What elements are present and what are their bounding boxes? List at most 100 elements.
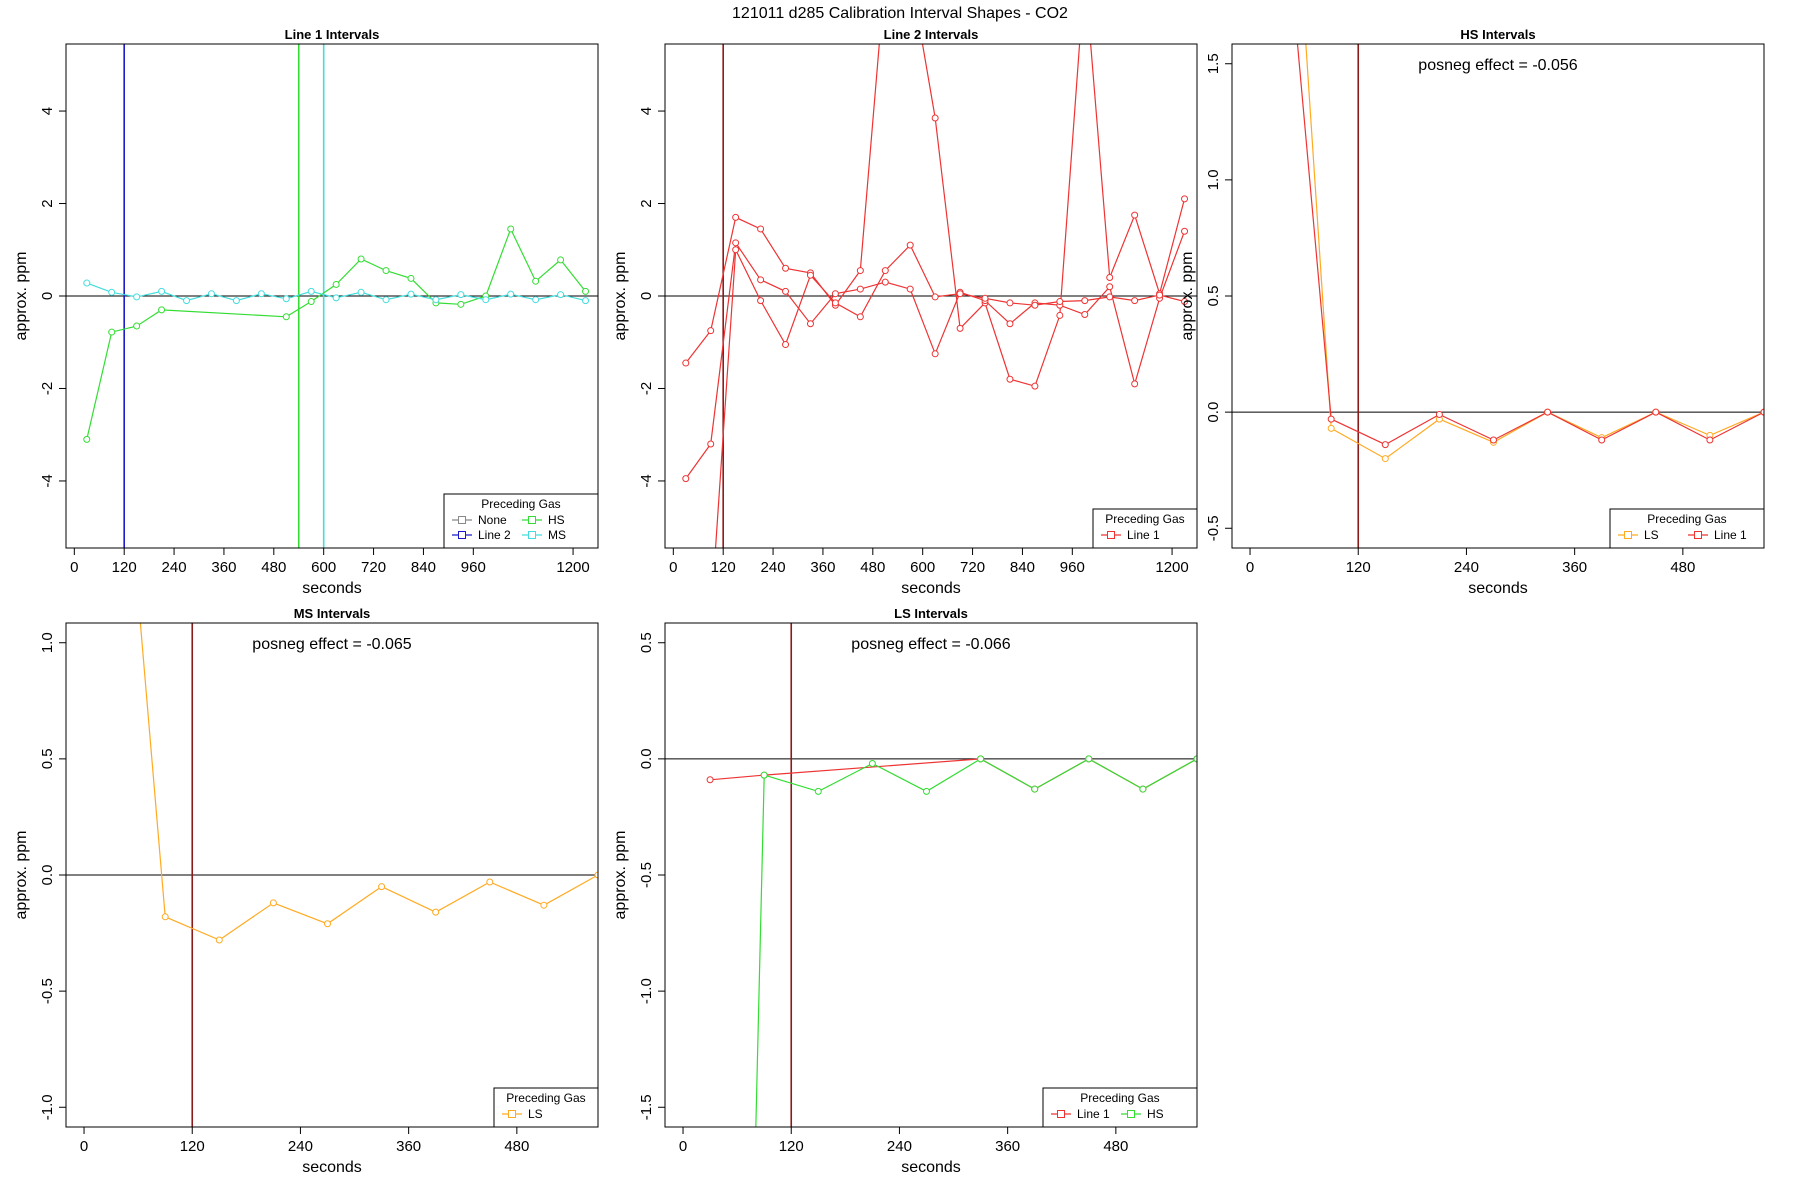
legend-entry-label: None bbox=[478, 513, 507, 527]
legend-swatch-marker bbox=[1127, 1110, 1135, 1118]
x-tick-label: 240 bbox=[162, 559, 187, 576]
data-point bbox=[108, 288, 116, 296]
legend-entry-label: Line 2 bbox=[478, 528, 511, 542]
data-point bbox=[682, 359, 690, 367]
x-tick-label: 960 bbox=[1060, 559, 1085, 576]
x-tick-label: 480 bbox=[261, 559, 286, 576]
y-tick-label: -0.5 bbox=[1205, 515, 1222, 541]
data-point bbox=[1085, 755, 1093, 763]
legend-title: Preceding Gas bbox=[1105, 512, 1184, 526]
data-point bbox=[582, 297, 590, 305]
data-point bbox=[707, 440, 715, 448]
data-point bbox=[158, 306, 166, 314]
plot-frame bbox=[65, 43, 599, 549]
data-point bbox=[357, 288, 365, 296]
x-tick-label: 0 bbox=[679, 1138, 687, 1155]
y-axis-label: approx. ppm bbox=[1179, 252, 1196, 341]
data-point bbox=[133, 322, 141, 330]
x-tick-label: 120 bbox=[1346, 559, 1371, 576]
data-point bbox=[1706, 436, 1714, 444]
data-point bbox=[457, 300, 465, 308]
data-point bbox=[1131, 211, 1139, 219]
data-point bbox=[831, 290, 839, 298]
x-tick-label: 360 bbox=[396, 1138, 421, 1155]
y-tick-label: -2 bbox=[638, 382, 655, 395]
data-point bbox=[357, 255, 365, 263]
legend-swatch-marker bbox=[1057, 1110, 1065, 1118]
x-axis-label: seconds bbox=[1468, 580, 1528, 597]
x-tick-label: 0 bbox=[70, 559, 78, 576]
plot-area bbox=[665, 44, 1197, 623]
data-point bbox=[881, 278, 889, 286]
x-tick-label: 480 bbox=[1670, 559, 1695, 576]
legend-swatch-marker bbox=[1107, 531, 1115, 539]
data-point bbox=[1156, 291, 1164, 299]
data-point bbox=[706, 776, 714, 784]
x-tick-label: 0 bbox=[80, 1138, 88, 1155]
data-point bbox=[931, 114, 939, 122]
legend-box bbox=[1092, 508, 1198, 549]
legend-entry-label: Line 1 bbox=[1127, 528, 1160, 542]
x-tick-label: 120 bbox=[112, 559, 137, 576]
legend-swatch-marker bbox=[458, 531, 466, 539]
data-point bbox=[1081, 297, 1089, 305]
data-point bbox=[1139, 785, 1147, 793]
x-tick-label: 480 bbox=[504, 1138, 529, 1155]
y-axis-label: approx. ppm bbox=[612, 252, 629, 341]
y-tick-label: 2 bbox=[39, 199, 56, 207]
chart-title: MS Intervals bbox=[294, 606, 371, 621]
data-point bbox=[806, 271, 814, 279]
y-tick-label: -4 bbox=[39, 474, 56, 487]
data-point bbox=[707, 327, 715, 335]
x-tick-label: 1200 bbox=[556, 559, 589, 576]
data-point bbox=[307, 287, 315, 295]
data-point bbox=[757, 276, 765, 284]
data-point bbox=[906, 241, 914, 249]
legend-box bbox=[1609, 508, 1765, 549]
x-tick-label: 840 bbox=[411, 559, 436, 576]
y-tick-label: 1.0 bbox=[1205, 169, 1222, 190]
series-line bbox=[86, 227, 586, 440]
plot-area bbox=[665, 623, 1197, 1127]
y-tick-label: 0.0 bbox=[39, 865, 56, 886]
x-tick-label: 240 bbox=[288, 1138, 313, 1155]
posneg-annotation: posneg effect = -0.065 bbox=[252, 636, 411, 653]
data-point bbox=[482, 296, 490, 304]
chart-panel-5: LS Intervals 0 120 240 360 480 -1.5 -1.0 -0.5 0.0… bbox=[612, 606, 1198, 1176]
data-point bbox=[1106, 274, 1114, 282]
legend-title: Preceding Gas bbox=[506, 1091, 585, 1105]
series-line bbox=[714, 244, 1185, 548]
plot-frame bbox=[664, 43, 1198, 549]
data-point bbox=[486, 878, 494, 886]
data-point bbox=[1544, 408, 1552, 416]
legend-swatch-marker bbox=[1694, 531, 1702, 539]
x-tick-label: 720 bbox=[361, 559, 386, 576]
data-point bbox=[708, 617, 714, 623]
data-point bbox=[582, 287, 590, 295]
data-point bbox=[257, 290, 265, 298]
y-tick-label: 0.0 bbox=[1205, 402, 1222, 423]
data-point bbox=[732, 213, 740, 221]
data-point bbox=[782, 264, 790, 272]
data-point bbox=[183, 297, 191, 305]
data-point bbox=[1193, 755, 1197, 763]
data-point bbox=[1106, 293, 1114, 301]
plot-frame bbox=[1231, 43, 1765, 549]
x-tick-label: 360 bbox=[995, 1138, 1020, 1155]
x-tick-label: 0 bbox=[669, 559, 677, 576]
data-point bbox=[757, 297, 765, 305]
legend-swatch-marker bbox=[458, 516, 466, 524]
y-tick-label: 0.0 bbox=[638, 748, 655, 769]
data-point bbox=[1006, 299, 1014, 307]
series-line bbox=[1305, 44, 1764, 460]
data-point bbox=[161, 913, 169, 921]
legend-swatch-marker bbox=[528, 531, 536, 539]
data-point bbox=[1131, 380, 1139, 388]
data-point bbox=[782, 341, 790, 349]
y-tick-label: -4 bbox=[638, 474, 655, 487]
legend: Preceding Gas Line 1 bbox=[1092, 508, 1198, 549]
data-point bbox=[868, 760, 876, 768]
y-tick-label: -0.5 bbox=[638, 862, 655, 888]
